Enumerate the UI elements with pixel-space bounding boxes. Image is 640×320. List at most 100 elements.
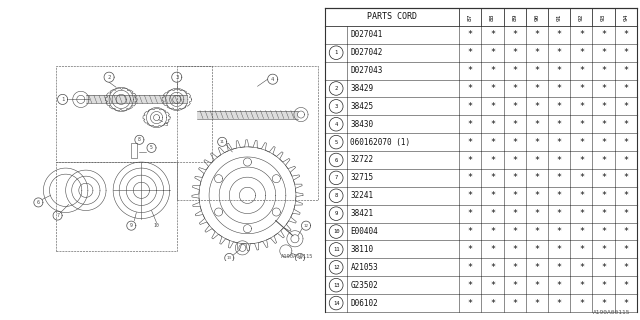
Text: 9: 9	[335, 211, 338, 216]
Text: *: *	[579, 120, 584, 129]
Text: *: *	[623, 120, 628, 129]
Text: *: *	[512, 120, 517, 129]
Text: *: *	[490, 227, 495, 236]
Text: *: *	[512, 102, 517, 111]
Text: 13: 13	[333, 283, 339, 288]
Text: 32715: 32715	[350, 173, 374, 182]
Bar	[131, 143, 138, 158]
Text: *: *	[623, 263, 628, 272]
Text: 3: 3	[165, 122, 168, 127]
Text: *: *	[623, 209, 628, 218]
Text: 87: 87	[468, 13, 473, 21]
Text: 4: 4	[271, 77, 275, 82]
Text: 38425: 38425	[350, 102, 374, 111]
Text: *: *	[601, 245, 606, 254]
Text: *: *	[512, 191, 517, 200]
Text: *: *	[557, 227, 562, 236]
Text: *: *	[534, 30, 540, 39]
Text: *: *	[512, 299, 517, 308]
Text: *: *	[601, 48, 606, 57]
Text: *: *	[579, 156, 584, 164]
Text: 6: 6	[37, 200, 40, 205]
Text: *: *	[601, 66, 606, 75]
Text: 1: 1	[335, 50, 338, 55]
Text: 10: 10	[154, 223, 159, 228]
Text: *: *	[512, 30, 517, 39]
Text: *: *	[557, 299, 562, 308]
Text: *: *	[557, 281, 562, 290]
Text: *: *	[468, 209, 473, 218]
Text: *: *	[579, 263, 584, 272]
Text: 13: 13	[227, 256, 232, 260]
Text: 2: 2	[108, 75, 111, 80]
Text: *: *	[557, 209, 562, 218]
Text: *: *	[468, 191, 473, 200]
Text: *: *	[601, 263, 606, 272]
Text: *: *	[601, 156, 606, 164]
Text: *: *	[490, 281, 495, 290]
Text: 90: 90	[534, 13, 540, 21]
Text: *: *	[623, 84, 628, 93]
Text: 060162070 (1): 060162070 (1)	[350, 138, 410, 147]
Text: *: *	[534, 138, 540, 147]
Text: *: *	[468, 173, 473, 182]
Text: *: *	[490, 156, 495, 164]
Text: *: *	[490, 191, 495, 200]
Text: *: *	[579, 138, 584, 147]
Text: *: *	[468, 84, 473, 93]
Text: *: *	[623, 156, 628, 164]
Text: 32722: 32722	[350, 156, 374, 164]
Text: 32241: 32241	[350, 191, 374, 200]
Text: *: *	[623, 245, 628, 254]
Text: *: *	[534, 120, 540, 129]
Text: *: *	[623, 30, 628, 39]
Text: *: *	[579, 209, 584, 218]
Text: *: *	[557, 66, 562, 75]
Text: 93: 93	[601, 13, 606, 21]
Text: *: *	[534, 48, 540, 57]
Text: *: *	[490, 66, 495, 75]
Text: *: *	[512, 245, 517, 254]
Text: *: *	[512, 156, 517, 164]
Text: 7: 7	[335, 175, 338, 180]
Text: *: *	[534, 245, 540, 254]
Text: *: *	[579, 281, 584, 290]
Text: *: *	[490, 30, 495, 39]
Text: *: *	[534, 102, 540, 111]
Text: *: *	[468, 263, 473, 272]
Text: 8: 8	[335, 193, 338, 198]
Text: *: *	[601, 227, 606, 236]
Text: *: *	[468, 156, 473, 164]
Text: *: *	[579, 191, 584, 200]
Text: *: *	[557, 48, 562, 57]
Text: *: *	[534, 191, 540, 200]
Text: 14: 14	[298, 256, 303, 260]
Text: *: *	[512, 48, 517, 57]
Text: *: *	[534, 299, 540, 308]
Text: *: *	[512, 281, 517, 290]
Text: *: *	[534, 66, 540, 75]
Text: *: *	[601, 191, 606, 200]
Text: *: *	[534, 281, 540, 290]
Text: *: *	[601, 102, 606, 111]
Text: *: *	[601, 281, 606, 290]
Text: *: *	[468, 138, 473, 147]
Text: *: *	[534, 156, 540, 164]
Text: *: *	[579, 299, 584, 308]
Text: *: *	[557, 191, 562, 200]
Text: *: *	[579, 173, 584, 182]
Text: *: *	[601, 173, 606, 182]
Text: *: *	[512, 138, 517, 147]
Text: *: *	[623, 191, 628, 200]
Text: 12: 12	[303, 224, 308, 228]
Text: 91: 91	[557, 13, 562, 21]
Text: *: *	[468, 299, 473, 308]
Text: 11: 11	[333, 247, 339, 252]
Text: *: *	[579, 48, 584, 57]
Text: 3: 3	[335, 104, 338, 109]
Text: 8: 8	[138, 137, 141, 142]
Text: *: *	[557, 156, 562, 164]
Text: *: *	[557, 30, 562, 39]
Text: *: *	[490, 245, 495, 254]
Text: *: *	[601, 84, 606, 93]
